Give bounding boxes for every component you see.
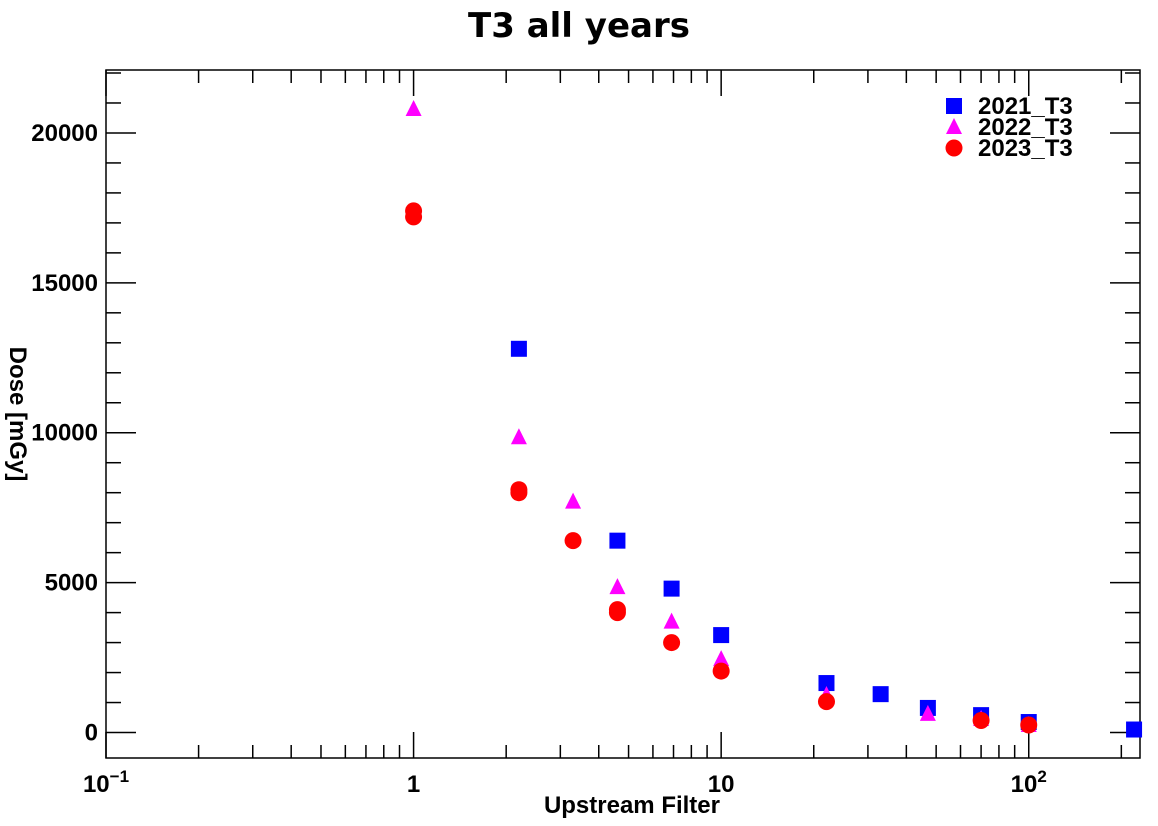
data-point xyxy=(663,580,680,597)
y-tick-label: 0 xyxy=(85,720,98,747)
x-tick-label: 10−1 xyxy=(83,767,129,798)
y-tick-label: 20000 xyxy=(31,120,98,147)
data-point xyxy=(1126,721,1143,738)
y-axis: 0 5000 10000 15000 20000 xyxy=(31,72,1140,747)
data-point xyxy=(564,532,582,550)
data-point xyxy=(712,662,730,680)
data-point xyxy=(919,704,936,721)
legend-marker xyxy=(946,98,962,114)
data-point xyxy=(608,604,626,622)
data-point xyxy=(510,428,527,445)
data-point xyxy=(510,484,528,502)
data-point xyxy=(972,712,990,730)
plot-frame xyxy=(105,69,1141,759)
legend-label: 2021_T3 xyxy=(978,93,1073,120)
data-point xyxy=(713,650,730,667)
chart-title: T3 all years xyxy=(468,6,690,46)
y-tick-label: 15000 xyxy=(31,270,98,297)
data-point xyxy=(565,492,582,509)
legend-marker xyxy=(946,118,962,134)
y-tick-label: 5000 xyxy=(45,570,98,597)
data-point xyxy=(713,627,730,644)
legend-label: 2023_T3 xyxy=(978,135,1073,162)
y-tick-label: 10000 xyxy=(31,420,98,447)
x-tick-label: 1 xyxy=(407,771,420,798)
x-axis: 10−1 1 10 102 xyxy=(83,70,1123,798)
legend-marker xyxy=(945,139,963,157)
data-point xyxy=(1020,716,1038,734)
data-point xyxy=(817,693,835,711)
data-point xyxy=(405,99,422,116)
series-2021_T3 xyxy=(510,340,1143,738)
y-axis-label: Dose [mGy] xyxy=(4,347,31,482)
x-tick-label: 102 xyxy=(1011,767,1047,798)
x-tick-label: 10 xyxy=(708,771,735,798)
data-point xyxy=(872,686,889,703)
x-axis-label: Upstream Filter xyxy=(544,792,720,819)
series-2023_T3 xyxy=(405,202,1038,734)
data-point xyxy=(405,208,423,226)
data-point xyxy=(510,340,527,357)
legend-label: 2022_T3 xyxy=(978,114,1073,141)
data-markers xyxy=(405,99,1143,738)
data-point xyxy=(663,612,680,629)
data-point xyxy=(663,634,681,652)
data-point xyxy=(609,532,626,549)
data-point xyxy=(609,578,626,595)
data-point xyxy=(818,675,835,692)
